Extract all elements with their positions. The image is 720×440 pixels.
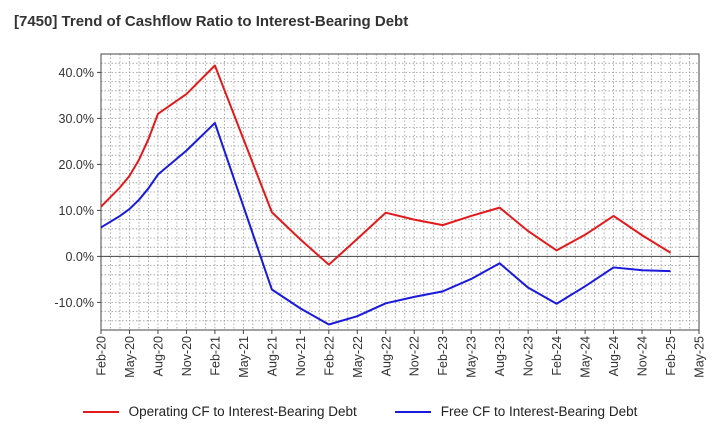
- legend-label-operating-cf: Operating CF to Interest-Bearing Debt: [128, 404, 357, 419]
- x-tick-label: May-24: [579, 336, 593, 378]
- y-tick-label: 40.0%: [59, 66, 94, 80]
- x-tick-label: Nov-20: [180, 336, 194, 376]
- x-tick-label: Nov-23: [522, 336, 536, 376]
- plot-border: [100, 53, 700, 331]
- legend-swatch-free-cf: [394, 410, 431, 413]
- y-tick-label: 0.0%: [66, 250, 95, 264]
- x-tick-label: Feb-23: [436, 336, 450, 376]
- x-tick-label: May-20: [123, 336, 137, 378]
- x-tick-label: Aug-21: [265, 336, 279, 376]
- x-tick-label: Feb-20: [95, 336, 109, 376]
- x-tick-label: Feb-25: [664, 336, 678, 376]
- legend-label-free-cf: Free CF to Interest-Bearing Debt: [440, 404, 638, 419]
- chart-title: [7450] Trend of Cashflow Ratio to Intere…: [14, 13, 409, 30]
- y-tick-label: 20.0%: [59, 158, 94, 172]
- legend-swatch-operating-cf: [82, 410, 119, 413]
- x-tick-labels: Feb-20 May-20 Aug-20 Nov-20 Feb-21 May-21 Aug-…: [95, 336, 707, 378]
- x-tick-label: May-21: [237, 336, 251, 378]
- axes: [97, 53, 700, 334]
- legend-item-operating-cf: Operating CF to Interest-Bearing Debt: [82, 404, 357, 419]
- x-tick-label: May-25: [693, 336, 707, 378]
- x-tick-label: Nov-21: [294, 336, 308, 376]
- x-tick-label: Feb-24: [550, 336, 564, 376]
- grid: [100, 53, 700, 331]
- x-tick-label: Feb-21: [208, 336, 222, 376]
- series-line-free-cf: [100, 122, 671, 326]
- legend-item-free-cf: Free CF to Interest-Bearing Debt: [394, 404, 638, 419]
- x-tick-label: May-22: [351, 336, 365, 378]
- series-lines: [100, 64, 672, 326]
- x-tick-label: Aug-23: [493, 336, 507, 376]
- y-tick-label: 10.0%: [59, 204, 94, 218]
- x-tick-label: May-23: [465, 336, 479, 378]
- x-tick-label: Feb-22: [322, 336, 336, 376]
- x-tick-label: Nov-22: [408, 336, 422, 376]
- series-line-operating-cf: [100, 64, 672, 266]
- x-tick-label: Aug-20: [151, 336, 165, 376]
- x-tick-label: Aug-24: [607, 336, 621, 376]
- legend: Operating CF to Interest-Bearing Debt Fr…: [0, 404, 720, 419]
- x-tick-label: Aug-22: [379, 336, 393, 376]
- x-tick-label: Nov-24: [636, 336, 650, 376]
- y-tick-label: 30.0%: [59, 112, 94, 126]
- y-tick-labels: 40.0% 30.0% 20.0% 10.0% 0.0% -10.0%: [54, 66, 94, 310]
- y-tick-label: -10.0%: [54, 296, 94, 310]
